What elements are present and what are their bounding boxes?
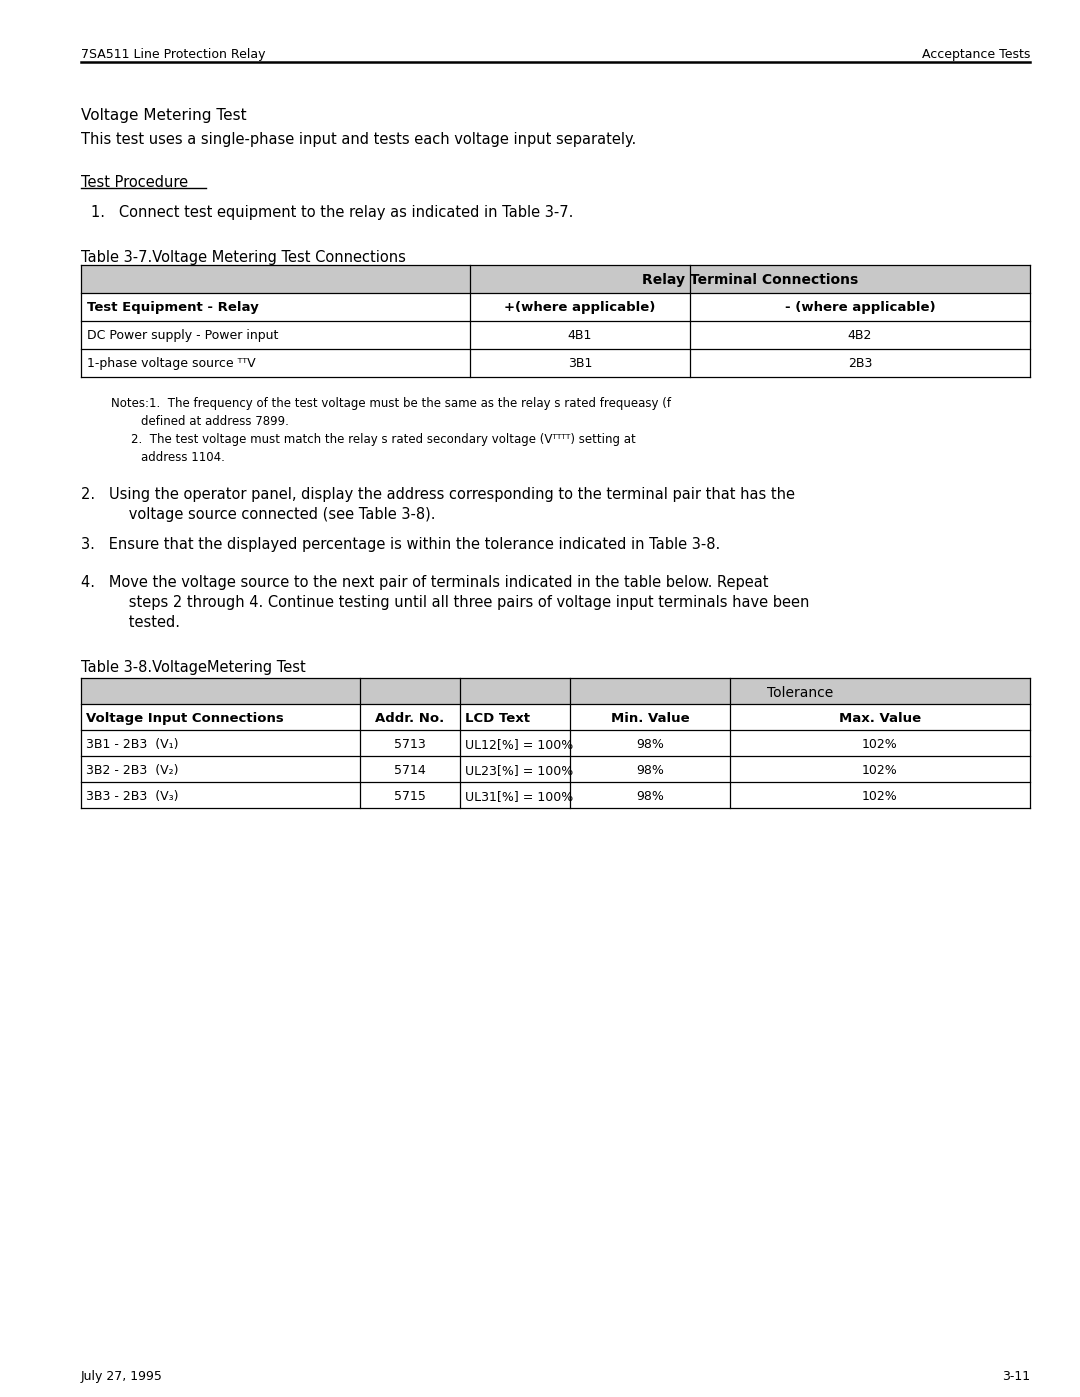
Bar [81,678,570,704]
Text: This test uses a single-phase input and tests each voltage input separately.: This test uses a single-phase input and … [81,131,636,147]
Text: 5714: 5714 [394,764,426,777]
Text: 1.   Connect test equipment to the relay as indicated in Table 3-7.: 1. Connect test equipment to the relay a… [91,205,573,219]
Text: Test Equipment - Relay: Test Equipment - Relay [87,300,259,314]
Text: 3-11: 3-11 [1002,1370,1030,1383]
Bar [470,265,1030,293]
Text: July 27, 1995: July 27, 1995 [81,1370,163,1383]
Text: Addr. No.: Addr. No. [376,712,445,725]
Text: Acceptance Tests: Acceptance Tests [921,47,1030,61]
Text: 5713: 5713 [394,738,426,752]
Text: steps 2 through 4. Continue testing until all three pairs of voltage input termi: steps 2 through 4. Continue testing unti… [102,595,809,610]
Text: 3B2 - 2B3  (V₂): 3B2 - 2B3 (V₂) [86,764,178,777]
Text: UL31[%] = 100%: UL31[%] = 100% [465,789,573,803]
Text: 3B1: 3B1 [568,358,592,370]
Text: Tolerance: Tolerance [767,686,833,700]
Text: 4B1: 4B1 [568,330,592,342]
Text: 2.   Using the operator panel, display the address corresponding to the terminal: 2. Using the operator panel, display the… [81,488,795,502]
Text: - (where applicable): - (where applicable) [785,300,935,314]
Text: 4B2: 4B2 [848,330,873,342]
Text: 3.   Ensure that the displayed percentage is within the tolerance indicated in T: 3. Ensure that the displayed percentage … [81,536,720,552]
Text: 102%: 102% [862,764,897,777]
Text: Relay Terminal Connections: Relay Terminal Connections [642,272,859,286]
Text: tested.: tested. [102,615,180,630]
Text: 3B3 - 2B3  (V₃): 3B3 - 2B3 (V₃) [86,789,178,803]
Text: Table 3-7.Voltage Metering Test Connections: Table 3-7.Voltage Metering Test Connecti… [81,250,406,265]
Text: +(where applicable): +(where applicable) [504,300,656,314]
Text: 1-phase voltage source ᵀᵀV: 1-phase voltage source ᵀᵀV [87,358,256,370]
Bar [570,678,1030,704]
Text: Notes:1.  The frequency of the test voltage must be the same as the relay s rate: Notes:1. The frequency of the test volta… [111,397,671,409]
Text: 2B3: 2B3 [848,358,873,370]
Text: 98%: 98% [636,764,664,777]
Text: 102%: 102% [862,738,897,752]
Text: Voltage Metering Test: Voltage Metering Test [81,108,246,123]
Text: 98%: 98% [636,789,664,803]
Text: UL23[%] = 100%: UL23[%] = 100% [465,764,573,777]
Text: LCD Text: LCD Text [465,712,530,725]
Text: Table 3-8.VoltageMetering Test: Table 3-8.VoltageMetering Test [81,659,306,675]
Text: address 1104.: address 1104. [141,451,225,464]
Text: 3B1 - 2B3  (V₁): 3B1 - 2B3 (V₁) [86,738,178,752]
Text: UL12[%] = 100%: UL12[%] = 100% [465,738,573,752]
Text: Test Procedure: Test Procedure [81,175,188,190]
Text: 2.  The test voltage must match the relay s rated secondary voltage (Vᵀᵀᵀᵀ) sett: 2. The test voltage must match the relay… [131,433,636,446]
Text: 98%: 98% [636,738,664,752]
Bar [81,265,470,293]
Text: Voltage Input Connections: Voltage Input Connections [86,712,284,725]
Text: 5715: 5715 [394,789,426,803]
Text: 7SA511 Line Protection Relay: 7SA511 Line Protection Relay [81,47,266,61]
Text: defined at address 7899.: defined at address 7899. [141,415,288,427]
Text: 4.   Move the voltage source to the next pair of terminals indicated in the tabl: 4. Move the voltage source to the next p… [81,576,769,590]
Text: DC Power supply - Power input: DC Power supply - Power input [87,330,279,342]
Text: voltage source connected (see Table 3-8).: voltage source connected (see Table 3-8)… [102,507,435,522]
Text: Min. Value: Min. Value [610,712,689,725]
Text: Max. Value: Max. Value [839,712,921,725]
Text: 102%: 102% [862,789,897,803]
